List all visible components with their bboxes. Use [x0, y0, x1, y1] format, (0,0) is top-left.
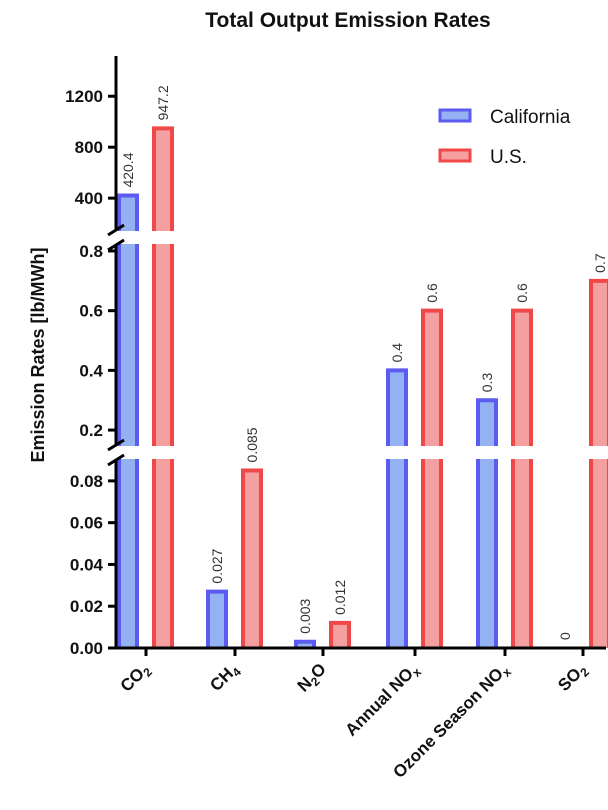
- y-tick-label: 0.02: [70, 597, 103, 616]
- y-tick-label: 800: [75, 138, 103, 157]
- axis-break-gap: [104, 231, 608, 244]
- category-label: CH4: [206, 659, 244, 697]
- bar-us-4: [511, 308, 533, 648]
- legend: California U.S.: [438, 107, 571, 168]
- y-tick-label: 0.6: [79, 302, 103, 321]
- data-label: 0.3: [479, 373, 495, 393]
- data-label: 420.4: [120, 152, 136, 187]
- bar-us-2: [329, 620, 351, 648]
- y-tick-label: 1200: [65, 87, 103, 106]
- axes-layer: 0.00 0.02 0.04 0.06 0.08 0.2 0.4 0.6 0.8 400 800 12…: [65, 56, 608, 658]
- legend-swatch: [438, 108, 472, 123]
- bar-us-1: [241, 468, 263, 648]
- legend-label: California: [490, 107, 571, 128]
- y-tick-label: 0.04: [70, 555, 104, 574]
- axis-break-mark: [107, 453, 125, 467]
- data-label: 0.6: [514, 283, 530, 303]
- data-label: 0.7: [592, 253, 608, 273]
- axis-break-mark: [107, 223, 125, 237]
- y-tick-label: 0.2: [79, 421, 103, 440]
- category-label: Annual NOx: [342, 659, 425, 742]
- y-tick-label: 0.00: [70, 639, 103, 658]
- bar-california-4: [476, 398, 498, 648]
- category-label: SO2: [554, 659, 592, 697]
- y-tick-label: 400: [75, 189, 103, 208]
- y-tick-label: 0.06: [70, 514, 103, 533]
- data-label: 0.4: [389, 343, 405, 363]
- legend-swatch: [438, 148, 472, 163]
- bar-us-5: [589, 278, 608, 648]
- bar-california-0: [117, 193, 139, 648]
- axis-break-gap: [104, 446, 608, 459]
- axis-break-mark: [107, 438, 125, 452]
- data-label: 0.027: [209, 548, 225, 583]
- bar-california-3: [386, 368, 408, 648]
- bars-layer: [117, 126, 608, 648]
- y-tick-label: 0.8: [79, 242, 103, 261]
- data-label: 0.6: [424, 283, 440, 303]
- category-label: CO2: [117, 659, 156, 698]
- bar-us-0: [152, 126, 174, 648]
- bar-us-3: [421, 308, 443, 648]
- bar-california-2: [294, 639, 316, 648]
- y-tick-label: 0.4: [79, 361, 103, 380]
- y-axis-label: Emission Rates [lb/MWh]: [28, 247, 48, 462]
- data-label: 0.085: [244, 427, 260, 462]
- data-label: 0: [557, 632, 573, 640]
- legend-label: U.S.: [490, 147, 527, 168]
- data-label: 0.012: [332, 580, 348, 615]
- category-label: N2O: [294, 659, 332, 697]
- axis-break-mark: [107, 238, 125, 252]
- y-tick-label: 0.08: [70, 472, 103, 491]
- data-labels-layer: 420.4 0.027 0.003 0.4 0.3 0 947.2 0.085 0.012 0.6…: [120, 85, 608, 640]
- data-label: 947.2: [155, 85, 171, 120]
- chart-title: Total Output Emission Rates: [205, 9, 490, 32]
- bar-california-1: [206, 589, 228, 648]
- data-label: 0.003: [297, 598, 313, 633]
